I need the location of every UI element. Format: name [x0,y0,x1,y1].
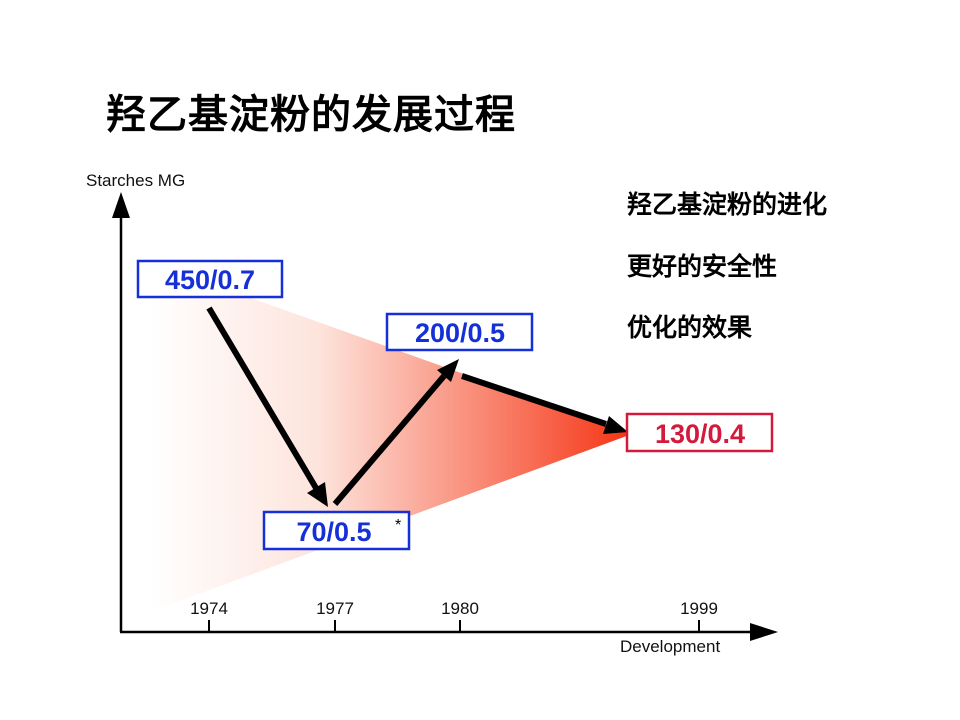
milestone-70-0-5: 70/0.5 * [262,510,411,551]
milestone-450-0-7: 450/0.7 [136,259,284,299]
arrow-1974-1977-head [307,482,328,507]
year-label-1999: 1999 [680,599,718,618]
year-label-1980: 1980 [441,599,479,618]
progression-arrows [206,306,628,507]
x-axis-label: Development [620,637,720,656]
year-label-1974: 1974 [190,599,228,618]
milestone-footnote-1977: * [395,517,401,534]
page-title: 羟乙基淀粉的发展过程 [106,92,516,138]
milestone-box-1980 [385,312,534,352]
milestone-box-1999 [625,412,774,453]
x-axis-arrowhead [750,623,778,641]
axes [112,192,778,641]
milestone-label-1980: 200/0.5 [415,318,505,348]
arrow-1977-1980 [332,374,447,506]
milestone-label-1977: 70/0.5 [296,517,371,547]
arrow-1974-1977 [206,306,319,490]
arrow-1977-1980-head [437,359,459,382]
milestone-label-1974: 450/0.7 [165,265,255,295]
milestone-box-1974 [136,259,284,299]
year-label-1977: 1977 [316,599,354,618]
y-axis-arrowhead [112,192,130,218]
milestone-130-0-4: 130/0.4 [625,412,774,453]
note-evolution: 羟乙基淀粉的进化 [627,190,828,219]
note-safety: 更好的安全性 [627,252,778,281]
arrow-1980-1999-head [603,416,628,434]
milestone-label-1999: 130/0.4 [655,419,745,449]
arrow-1980-1999 [461,373,607,427]
note-efficacy: 优化的效果 [627,313,753,342]
milestone-box-1977 [262,510,411,551]
y-axis-label: Starches MG [86,171,185,190]
milestone-200-0-5: 200/0.5 [385,312,534,352]
